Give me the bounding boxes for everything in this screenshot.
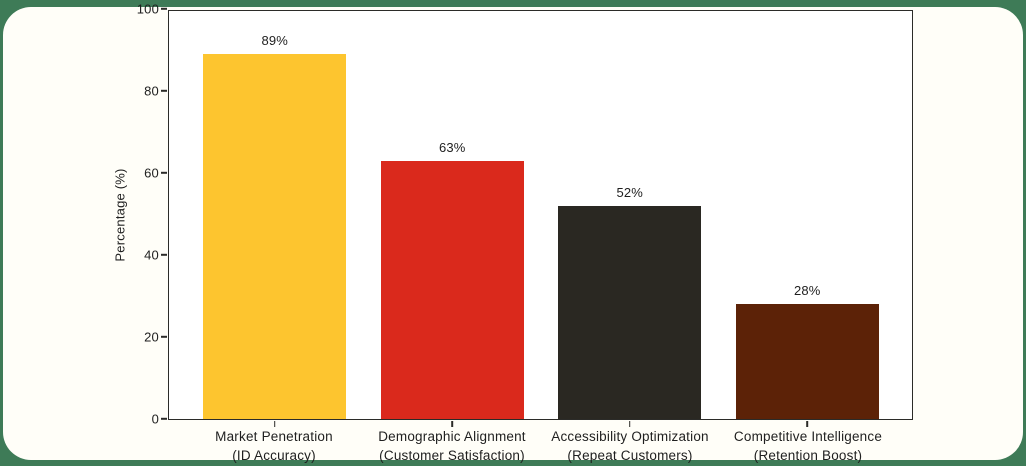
y-tick-label: 80: [144, 83, 159, 99]
x-tick-mark: [806, 420, 809, 427]
x-category-label: Competitive Intelligence (Retention Boost…: [719, 428, 897, 466]
bar: [203, 54, 347, 419]
x-category-label-line: Market Penetration: [215, 429, 333, 444]
x-category-label-line: (Customer Satisfaction): [379, 447, 525, 463]
x-category-label-line: Accessibility Optimization: [551, 429, 709, 444]
y-tick-mark: [161, 8, 168, 10]
x-category-label-line: Demographic Alignment: [378, 429, 526, 444]
bar-slot: 28%: [719, 11, 897, 427]
y-tick-label: 40: [144, 247, 159, 263]
y-tick-mark: [161, 254, 168, 256]
x-tick-mark: [273, 420, 276, 427]
y-tick-mark: [161, 172, 168, 174]
bar-value-label: 89%: [261, 33, 289, 49]
x-category-labels: Market Penetration (ID Accuracy) Demograph…: [185, 428, 897, 466]
x-tick-mark: [451, 420, 454, 427]
bar-slot: 63%: [364, 11, 542, 427]
bars-row: 89% 63% 52% 28%: [186, 11, 897, 427]
bar-slot: 89%: [186, 11, 364, 427]
y-tick-label: 0: [151, 411, 159, 427]
bar-value-label: 52%: [616, 184, 644, 200]
x-category-label-line: Competitive Intelligence: [733, 429, 883, 444]
x-category-label-line: (Retention Boost): [753, 447, 863, 463]
chart-card: Percentage (%) 89% 63% 52% 28% 0 20 40 60 80 100…: [3, 3, 1023, 463]
x-category-label-line: (Repeat Customers): [567, 447, 693, 463]
y-tick-mark: [161, 336, 168, 338]
y-tick-label: 100: [136, 1, 159, 17]
bar: [380, 160, 524, 419]
y-tick-mark: [161, 418, 168, 420]
y-tick-label: 20: [144, 329, 159, 345]
bar: [558, 205, 702, 419]
x-category-label-line: (ID Accuracy): [232, 447, 316, 463]
bar-slot: 52%: [541, 11, 719, 427]
x-tick-mark: [628, 420, 631, 427]
bar-value-label: 28%: [793, 283, 821, 299]
plot-area: 89% 63% 52% 28% 0 20 40 60 80 100: [137, 3, 913, 427]
y-tick-label: 60: [144, 165, 159, 181]
y-tick-mark: [161, 90, 168, 92]
x-category-label: Demographic Alignment (Customer Satisfact…: [363, 428, 541, 466]
bar-value-label: 63%: [438, 139, 466, 155]
x-category-label: Market Penetration (ID Accuracy): [185, 428, 363, 466]
x-category-label: Accessibility Optimization (Repeat Custom…: [541, 428, 719, 466]
bar: [735, 304, 879, 419]
